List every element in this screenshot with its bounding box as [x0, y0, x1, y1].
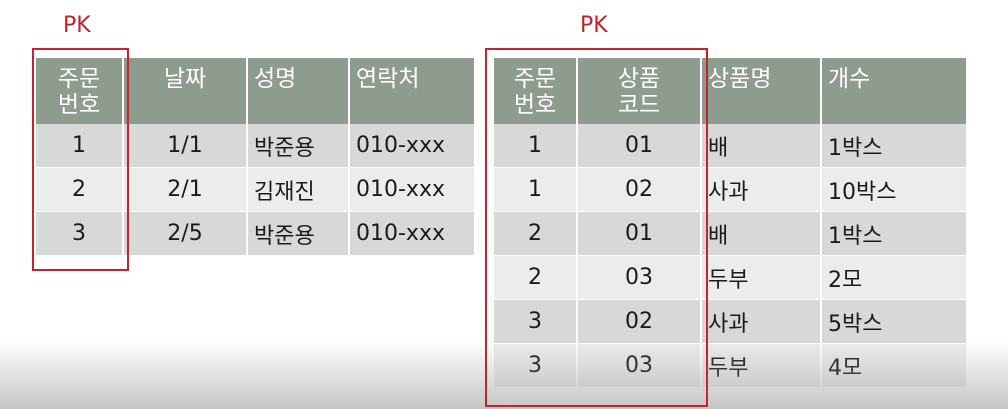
- order-number-cell: 1: [494, 168, 578, 212]
- table-row: 3 2/5 박준용 010-xxx: [36, 212, 476, 256]
- table-row: 1 02 사과 10박스: [494, 168, 968, 212]
- product-code-cell: 02: [578, 300, 702, 344]
- pk-highlight-orders: [32, 48, 129, 271]
- product-code-cell: 03: [578, 256, 702, 300]
- orders-table: 주문 번호 날짜 성명 연락처 1 1/1 박준용 010-xxx 2 2/1 …: [36, 58, 476, 256]
- orders-header-date: 날짜: [124, 58, 248, 124]
- quantity-cell: 1박스: [822, 212, 968, 256]
- table-row: 1 1/1 박준용 010-xxx: [36, 124, 476, 168]
- product-name-cell: 배: [702, 212, 822, 256]
- pk-label-orders: PK: [63, 13, 91, 38]
- name-cell: 박준용: [248, 124, 350, 168]
- order-number-cell: 2: [494, 212, 578, 256]
- pk-label-order-items: PK: [580, 13, 608, 38]
- orders-header-name: 성명: [248, 58, 350, 124]
- order-number-cell: 3: [36, 212, 124, 256]
- order-number-cell: 2: [36, 168, 124, 212]
- product-name-cell: 두부: [702, 256, 822, 300]
- order-number-cell: 1: [36, 124, 124, 168]
- table-row: 2 01 배 1박스: [494, 212, 968, 256]
- pk-highlight-order-items: [485, 48, 708, 407]
- items-header-product-code: 상품 코드: [578, 58, 702, 124]
- date-cell: 2/5: [124, 212, 248, 256]
- product-code-cell: 02: [578, 168, 702, 212]
- product-name-cell: 사과: [702, 300, 822, 344]
- orders-header-row: 주문 번호 날짜 성명 연락처: [36, 58, 476, 124]
- items-header-quantity: 개수: [822, 58, 968, 124]
- items-header-order-number: 주문 번호: [494, 58, 578, 124]
- order-number-cell: 3: [494, 300, 578, 344]
- orders-header-contact: 연락처: [350, 58, 476, 124]
- name-cell: 박준용: [248, 212, 350, 256]
- date-cell: 1/1: [124, 124, 248, 168]
- quantity-cell: 4모: [822, 344, 968, 388]
- product-name-cell: 배: [702, 124, 822, 168]
- product-name-cell: 사과: [702, 168, 822, 212]
- contact-cell: 010-xxx: [350, 168, 476, 212]
- table-row: 3 02 사과 5박스: [494, 300, 968, 344]
- table-row: 2 03 두부 2모: [494, 256, 968, 300]
- product-name-cell: 두부: [702, 344, 822, 388]
- order-number-cell: 2: [494, 256, 578, 300]
- contact-cell: 010-xxx: [350, 124, 476, 168]
- quantity-cell: 5박스: [822, 300, 968, 344]
- quantity-cell: 1박스: [822, 124, 968, 168]
- order-items-header-row: 주문 번호 상품 코드 상품명 개수: [494, 58, 968, 124]
- date-cell: 2/1: [124, 168, 248, 212]
- name-cell: 김재진: [248, 168, 350, 212]
- product-code-cell: 01: [578, 124, 702, 168]
- quantity-cell: 10박스: [822, 168, 968, 212]
- table-row: 1 01 배 1박스: [494, 124, 968, 168]
- contact-cell: 010-xxx: [350, 212, 476, 256]
- orders-header-order-number: 주문 번호: [36, 58, 124, 124]
- table-row: 2 2/1 김재진 010-xxx: [36, 168, 476, 212]
- order-number-cell: 1: [494, 124, 578, 168]
- product-code-cell: 01: [578, 212, 702, 256]
- quantity-cell: 2모: [822, 256, 968, 300]
- items-header-product-name: 상품명: [702, 58, 822, 124]
